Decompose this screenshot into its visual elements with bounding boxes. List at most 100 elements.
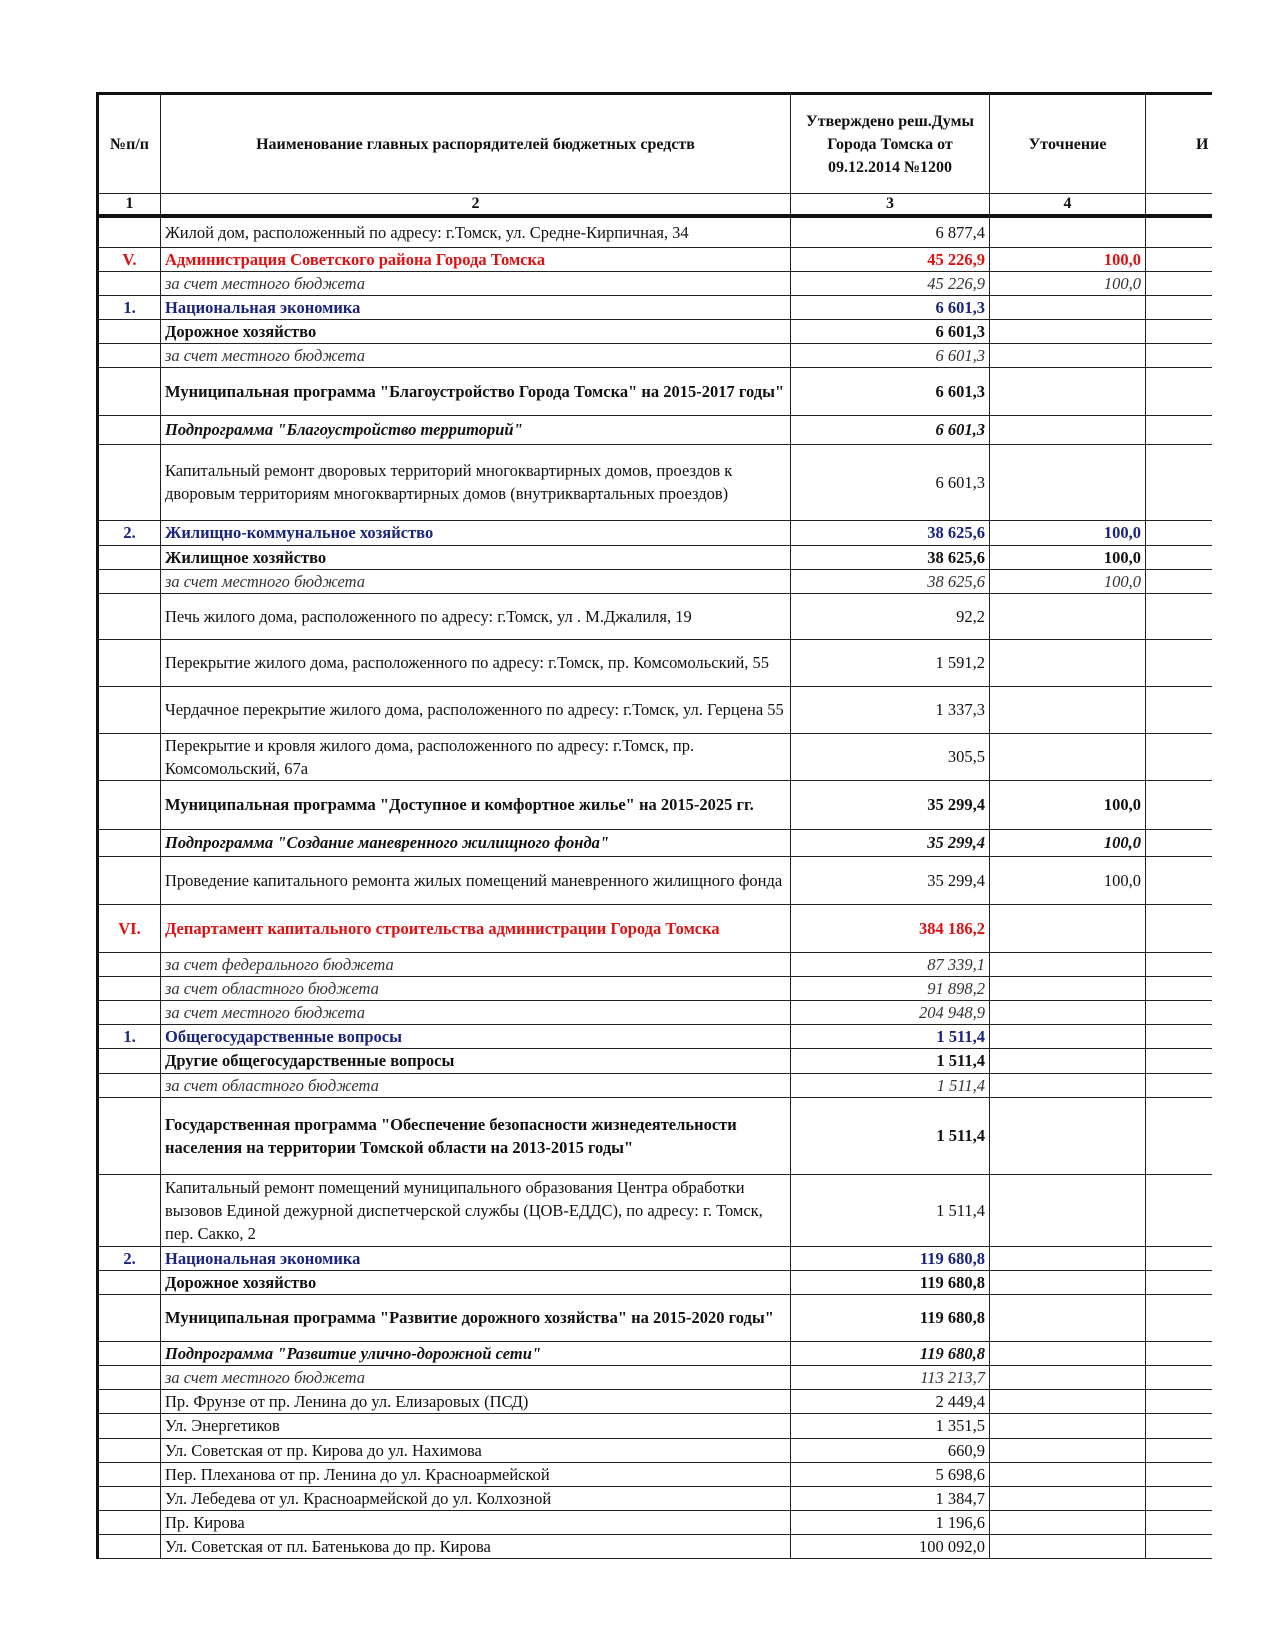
row-total: [1145, 1096, 1212, 1175]
table-row: V. Администрация Советского района Города…: [96, 246, 1212, 272]
row-total: [1145, 1364, 1212, 1390]
row-name: Капитальный ремонт дворовых территорий м…: [160, 443, 791, 521]
row-name: Проведение капитального ремонта жилых по…: [160, 855, 791, 905]
row-change: [989, 1485, 1146, 1511]
row-total: [1145, 1047, 1212, 1074]
table-row: Ул. Советская от пр. Кирова до ул. Нахим…: [96, 1437, 1212, 1463]
column-number: 4: [989, 193, 1146, 218]
table-row: Проведение капитального ремонта жилых по…: [96, 855, 1212, 905]
row-number: [96, 855, 161, 905]
row-approved: 91 898,2: [790, 975, 990, 1001]
column-number: 3: [790, 193, 990, 218]
row-number: 1.: [96, 294, 161, 320]
table-row: Муниципальная программа "Доступное и ком…: [96, 779, 1212, 830]
row-change: [989, 318, 1146, 344]
row-total: [1145, 1485, 1212, 1511]
row-name: Подпрограмма "Развитие улично-дорожной с…: [160, 1340, 791, 1366]
row-change: [989, 1173, 1146, 1247]
row-total: [1145, 951, 1212, 977]
row-number: [96, 1412, 161, 1439]
table-row: Муниципальная программа "Благоустройство…: [96, 366, 1212, 416]
row-name: Чердачное перекрытие жилого дома, распол…: [160, 685, 791, 734]
row-approved: 45 226,9: [790, 246, 990, 272]
row-number: [96, 215, 161, 248]
table-row: 1. Общегосударственные вопросы 1 511,4: [96, 1023, 1212, 1049]
row-approved: 38 625,6: [790, 544, 990, 570]
row-number: [96, 1461, 161, 1487]
table-row: Дорожное хозяйство 119 680,8: [96, 1269, 1212, 1295]
table-row: Пер. Плеханова от пр. Ленина до ул. Крас…: [96, 1461, 1212, 1487]
row-number: [96, 1509, 161, 1535]
table-row: 2. Жилищно-коммунальное хозяйство 38 625,6…: [96, 519, 1212, 546]
row-change: [989, 1023, 1146, 1049]
row-change: [989, 1533, 1146, 1559]
header-name: Наименование главных распорядителей бюдж…: [160, 92, 791, 194]
table-row: Капитальный ремонт дворовых территорий м…: [96, 443, 1212, 521]
row-name: Печь жилого дома, расположенного по адре…: [160, 592, 791, 640]
row-approved: 1 511,4: [790, 1072, 990, 1098]
row-approved: 6 877,4: [790, 215, 990, 248]
row-name: Жилищно-коммунальное хозяйство: [160, 519, 791, 546]
row-name: за счет областного бюджета: [160, 975, 791, 1001]
row-number: [96, 1388, 161, 1414]
row-approved: 1 511,4: [790, 1023, 990, 1049]
row-change: [989, 342, 1146, 368]
row-number: [96, 975, 161, 1001]
row-change: [989, 975, 1146, 1001]
row-change: [989, 685, 1146, 734]
row-number: [96, 443, 161, 521]
row-total: [1145, 855, 1212, 905]
row-total: [1145, 999, 1212, 1025]
table-row: Пр. Фрунзе от пр. Ленина до ул. Елизаров…: [96, 1388, 1212, 1414]
row-number: [96, 951, 161, 977]
table-row: Печь жилого дома, расположенного по адре…: [96, 592, 1212, 640]
table-row: за счет местного бюджета 113 213,7: [96, 1364, 1212, 1390]
row-change: [989, 414, 1146, 445]
row-total: [1145, 592, 1212, 640]
row-name: Перекрытие и кровля жилого дома, располо…: [160, 732, 791, 781]
row-number: [96, 1269, 161, 1295]
row-approved: 1 511,4: [790, 1047, 990, 1074]
row-total: [1145, 1388, 1212, 1414]
row-total: [1145, 1461, 1212, 1487]
header-total: И: [1145, 92, 1212, 194]
row-name: Ул. Советская от пл. Батенькова до пр. К…: [160, 1533, 791, 1559]
table-row: Дорожное хозяйство 6 601,3: [96, 318, 1212, 344]
row-total: [1145, 1072, 1212, 1098]
row-name: Другие общегосударственные вопросы: [160, 1047, 791, 1074]
row-number: [96, 1485, 161, 1511]
row-total: [1145, 975, 1212, 1001]
row-approved: 35 299,4: [790, 779, 990, 830]
row-approved: 1 196,6: [790, 1509, 990, 1535]
row-change: [989, 1096, 1146, 1175]
row-name: за счет местного бюджета: [160, 999, 791, 1025]
row-number: [96, 366, 161, 416]
table-row: Другие общегосударственные вопросы 1 511,…: [96, 1047, 1212, 1074]
row-total: [1145, 519, 1212, 546]
row-approved: 5 698,6: [790, 1461, 990, 1487]
header-approved: Утверждено реш.Думы Города Томска от 09.…: [790, 92, 990, 194]
table-row: 2. Национальная экономика 119 680,8: [96, 1245, 1212, 1271]
row-name: Муниципальная программа "Доступное и ком…: [160, 779, 791, 830]
row-number: [96, 1340, 161, 1366]
table-row: Жилой дом, расположенный по адресу: г.То…: [96, 215, 1212, 248]
row-total: [1145, 828, 1212, 857]
row-approved: 1 511,4: [790, 1096, 990, 1175]
row-total: [1145, 544, 1212, 570]
row-approved: 119 680,8: [790, 1269, 990, 1295]
row-approved: 6 601,3: [790, 414, 990, 445]
row-change: 100,0: [989, 568, 1146, 594]
header-change: Уточнение: [989, 92, 1146, 194]
table-row: Ул. Советская от пл. Батенькова до пр. К…: [96, 1533, 1212, 1559]
row-approved: 6 601,3: [790, 366, 990, 416]
row-total: [1145, 294, 1212, 320]
row-total: [1145, 1509, 1212, 1535]
table-row: Подпрограмма "Благоустройство территорий…: [96, 414, 1212, 445]
row-change: [989, 1364, 1146, 1390]
row-approved: 204 948,9: [790, 999, 990, 1025]
row-change: 100,0: [989, 519, 1146, 546]
row-name: Дорожное хозяйство: [160, 318, 791, 344]
table-row: Ул. Лебедева от ул. Красноармейской до у…: [96, 1485, 1212, 1511]
table-row: VI. Департамент капитального строительств…: [96, 903, 1212, 953]
row-name: Подпрограмма "Создание маневренного жили…: [160, 828, 791, 857]
